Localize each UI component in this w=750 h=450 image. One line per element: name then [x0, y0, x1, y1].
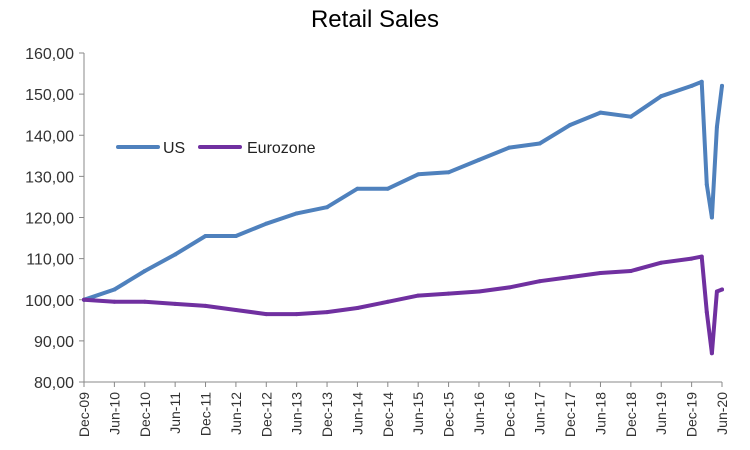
data-point-eurozone: [142, 299, 147, 304]
x-tick-label: Dec-17: [562, 392, 578, 437]
data-point-us: [173, 252, 178, 257]
data-point-eurozone: [714, 289, 719, 294]
data-point-eurozone: [385, 299, 390, 304]
data-point-us: [416, 172, 421, 177]
series-line-us: [82, 79, 724, 302]
data-point-us: [720, 83, 724, 88]
data-point-eurozone: [446, 291, 451, 296]
data-point-eurozone: [294, 312, 299, 317]
data-point-eurozone: [507, 285, 512, 290]
x-tick-label: Jun-15: [410, 392, 426, 435]
data-point-eurozone: [628, 268, 633, 273]
data-point-eurozone: [173, 301, 178, 306]
y-tick-label: 110,00: [26, 252, 74, 269]
x-tick-label: Jun-18: [592, 392, 608, 435]
data-point-eurozone: [203, 303, 208, 308]
data-point-eurozone: [699, 254, 704, 259]
y-tick-label: 150,00: [25, 87, 74, 104]
x-tick-label: Jun-17: [532, 392, 548, 435]
x-tick-label: Dec-10: [137, 392, 153, 437]
y-tick-label: 100,00: [25, 293, 74, 310]
data-point-us: [537, 141, 542, 146]
data-point-eurozone: [233, 308, 238, 313]
data-point-us: [507, 145, 512, 150]
data-point-us: [709, 215, 714, 220]
data-point-eurozone: [537, 279, 542, 284]
data-point-eurozone: [355, 305, 360, 310]
data-point-us: [568, 122, 573, 127]
data-point-us: [628, 114, 633, 119]
x-tick-label: Jun-10: [106, 392, 122, 435]
data-point-us: [112, 287, 117, 292]
data-point-eurozone: [325, 310, 330, 315]
x-tick-label: Dec-19: [684, 392, 700, 437]
x-tick-label: Dec-14: [380, 392, 396, 437]
data-point-eurozone: [704, 310, 709, 315]
x-tick-label: Dec-15: [441, 392, 457, 437]
legend-label-us: US: [163, 140, 185, 157]
x-tick-label: Jun-14: [349, 392, 365, 435]
data-point-us: [325, 205, 330, 210]
data-point-us: [264, 221, 269, 226]
axes: [83, 53, 722, 383]
data-point-eurozone: [659, 260, 664, 265]
y-tick-label: 80,00: [34, 375, 74, 392]
x-tick-label: Jun-11: [167, 392, 183, 434]
data-point-eurozone: [112, 299, 117, 304]
data-point-us: [659, 94, 664, 99]
data-point-us: [704, 182, 709, 187]
x-tick-label: Jun-19: [653, 392, 669, 435]
data-point-eurozone: [476, 289, 481, 294]
data-point-us: [714, 125, 719, 130]
y-tick-label: 90,00: [34, 334, 74, 351]
x-tick-label: Jun-20: [714, 392, 730, 435]
x-tick-label: Dec-12: [258, 392, 274, 437]
data-point-us: [385, 186, 390, 191]
data-point-us: [476, 157, 481, 162]
data-point-eurozone: [82, 297, 86, 302]
legend-label-eurozone: Eurozone: [247, 140, 316, 157]
data-point-eurozone: [709, 351, 714, 356]
x-tick-label: Jun-16: [471, 392, 487, 435]
data-point-eurozone: [568, 275, 573, 280]
chart-title: Retail Sales: [310, 6, 440, 33]
y-axis-ticks: 80,00 90,00 100,00 110,00 120,00 130,00 140,00…: [25, 46, 84, 392]
data-point-us: [689, 83, 694, 88]
x-tick-label: Jun-12: [228, 392, 244, 435]
y-tick-label: 130,00: [25, 169, 74, 186]
data-point-us: [203, 234, 208, 239]
data-point-eurozone: [264, 312, 269, 317]
x-tick-label: Dec-16: [501, 392, 517, 437]
series-line-eurozone: [82, 254, 724, 356]
x-tick-label: Jun-13: [289, 392, 305, 435]
legend: US Eurozone: [116, 140, 316, 157]
data-point-us: [446, 170, 451, 175]
x-tick-label: Dec-11: [198, 392, 214, 436]
data-point-us: [598, 110, 603, 115]
y-tick-label: 120,00: [25, 211, 74, 228]
x-axis-ticks: Dec-09 Jun-10 Dec-10 Jun-11 Dec-11 Jun-12 Dec-…: [76, 382, 730, 437]
x-tick-label: Dec-18: [623, 392, 639, 437]
data-point-us: [699, 79, 704, 84]
y-tick-label: 140,00: [25, 128, 74, 145]
y-tick-label: 160,00: [25, 46, 74, 63]
data-point-us: [294, 211, 299, 216]
data-point-us: [355, 186, 360, 191]
data-point-eurozone: [720, 287, 724, 292]
data-point-us: [142, 268, 147, 273]
data-point-eurozone: [416, 293, 421, 298]
x-tick-label: Dec-09: [76, 392, 92, 437]
series-lines: [82, 79, 724, 356]
data-point-eurozone: [598, 271, 603, 276]
data-point-eurozone: [689, 256, 694, 261]
data-point-us: [233, 234, 238, 239]
x-tick-label: Dec-13: [319, 392, 335, 437]
